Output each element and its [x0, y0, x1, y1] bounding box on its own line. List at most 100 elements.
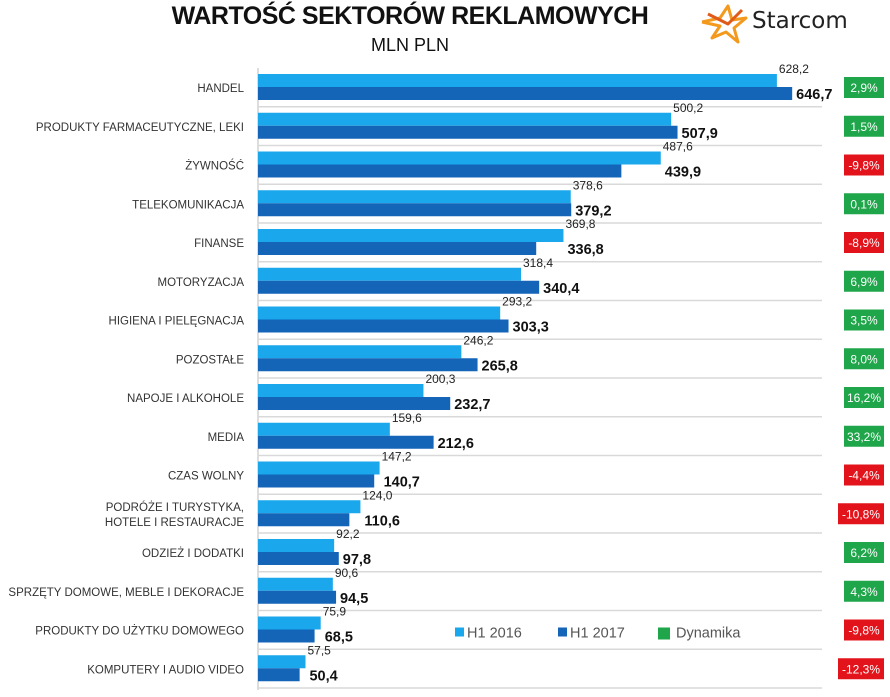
bar-h1-2017 [258, 125, 678, 139]
category-label: ODZIEŻ I DODATKI [142, 547, 244, 560]
data-label-h1-2017: 340,4 [543, 281, 579, 297]
dynamika-badge [844, 77, 884, 98]
bar-h1-2017 [258, 668, 300, 682]
data-label-h1-2016: 92,2 [336, 527, 360, 541]
data-label-h1-2016: 246,2 [463, 333, 493, 347]
dynamika-label: 6,2% [850, 546, 878, 560]
dynamika-label: 4,3% [850, 585, 878, 599]
bar-h1-2017 [258, 87, 793, 100]
data-label-h1-2016: 293,2 [502, 295, 532, 309]
bar-h1-2016 [258, 229, 564, 242]
data-label-h1-2017: 303,3 [513, 320, 549, 336]
dynamika-label: 6,9% [850, 275, 878, 289]
bar-h1-2017 [258, 513, 350, 527]
bar-h1-2016 [258, 384, 424, 397]
bar-h1-2017 [258, 203, 572, 217]
dynamika-label: -10,8% [842, 507, 880, 521]
bar-h1-2016 [258, 112, 672, 126]
dynamika-badge [844, 270, 884, 292]
category-label: PRODUKTY FARMACEUTYCZNE, LEKI [36, 122, 244, 134]
dynamika-badge [844, 464, 884, 486]
dynamika-badge [838, 658, 884, 680]
bar-h1-2017 [258, 164, 622, 178]
dynamika-badge [844, 154, 884, 176]
category-label: PODRÓŻE I TURYSTYKA, [106, 501, 244, 514]
data-label-h1-2017: 439,9 [665, 165, 701, 181]
data-label-h1-2016: 200,3 [425, 372, 455, 386]
dynamika-label: -12,3% [842, 662, 880, 676]
bar-h1-2017 [258, 280, 540, 294]
data-label-h1-2016: 75,9 [323, 605, 347, 619]
dynamika-label: -4,4% [848, 469, 880, 483]
data-label-h1-2016: 378,6 [573, 178, 603, 192]
data-label-h1-2016: 487,6 [663, 140, 693, 154]
category-label: KOMPUTERY I AUDIO VIDEO [87, 664, 244, 676]
data-label-h1-2016: 147,2 [382, 450, 412, 464]
data-label-h1-2016: 369,8 [565, 217, 595, 231]
data-label-h1-2017: 94,5 [340, 591, 368, 607]
legend-swatch [558, 627, 567, 637]
dynamika-label: 8,0% [850, 352, 878, 366]
data-label-h1-2017: 110,6 [364, 513, 400, 529]
bar-h1-2017 [258, 319, 509, 333]
category-label: SPRZĘTY DOMOWE, MEBLE I DEKORACJE [8, 587, 244, 599]
bar-h1-2016 [258, 655, 306, 669]
dynamika-badge [838, 503, 884, 525]
legend-swatch [455, 627, 464, 637]
dynamika-badge [844, 232, 884, 253]
bar-h1-2016 [258, 539, 335, 552]
data-label-h1-2016: 159,6 [392, 411, 422, 425]
dynamika-badge [844, 619, 884, 641]
bar-h1-2017 [258, 590, 337, 604]
dynamika-badge [844, 580, 884, 602]
dynamika-badge [844, 309, 884, 331]
category-label: MEDIA [208, 432, 245, 444]
data-label-h1-2016: 628,2 [779, 62, 809, 76]
data-label-h1-2017: 336,8 [567, 242, 603, 258]
bar-h1-2016 [258, 577, 333, 591]
dynamika-label: -8,9% [848, 236, 880, 250]
chart-subtitle: MLN PLN [370, 35, 450, 55]
data-label-h1-2017: 232,7 [454, 397, 490, 413]
data-label-h1-2017: 379,2 [575, 203, 611, 219]
category-label: HOTELE I RESTAURACJE [105, 517, 244, 529]
bar-h1-2016 [258, 616, 321, 630]
bar-h1-2016 [258, 345, 462, 359]
dynamika-label: -9,8% [848, 159, 880, 173]
bar-h1-2016 [258, 461, 380, 475]
data-label-h1-2017: 140,7 [384, 475, 420, 491]
dynamika-badge [844, 193, 884, 215]
bar-h1-2017 [258, 242, 537, 255]
dynamika-badge [844, 115, 884, 137]
data-label-h1-2016: 90,6 [335, 566, 359, 580]
category-label: HIGIENA I PIELĘGNACJA [109, 316, 245, 328]
data-label-h1-2016: 124,0 [362, 488, 392, 502]
data-label-h1-2017: 507,9 [682, 126, 718, 142]
bar-h1-2016 [258, 151, 661, 165]
bar-h1-2016 [258, 267, 521, 281]
bar-h1-2016 [258, 306, 501, 320]
dynamika-label: 33,2% [847, 430, 881, 444]
data-label-h1-2017: 68,5 [325, 630, 353, 646]
dynamika-badge [844, 542, 884, 563]
data-label-h1-2017: 646,7 [796, 87, 832, 103]
legend-label: Dynamika [676, 626, 741, 642]
data-label-h1-2017: 97,8 [343, 552, 371, 568]
legend-label: H1 2017 [570, 626, 625, 642]
bar-h1-2017 [258, 358, 478, 372]
data-label-h1-2017: 212,6 [438, 436, 474, 452]
starcom-logo-icon [701, 4, 748, 44]
legend-swatch [658, 627, 670, 640]
data-label-h1-2016: 500,2 [673, 101, 703, 115]
dynamika-label: 1,5% [850, 120, 878, 134]
data-label-h1-2017: 265,8 [482, 358, 518, 374]
bar-h1-2016 [258, 190, 571, 204]
logo-text: Starcom [752, 8, 848, 34]
category-label: ŻYWNOŚĆ [185, 160, 244, 173]
data-label-h1-2016: 318,4 [523, 256, 553, 270]
dynamika-badge [844, 348, 884, 370]
bar-h1-2017 [258, 397, 451, 410]
data-label-h1-2016: 57,5 [307, 643, 331, 657]
dynamika-label: -9,8% [848, 624, 880, 638]
